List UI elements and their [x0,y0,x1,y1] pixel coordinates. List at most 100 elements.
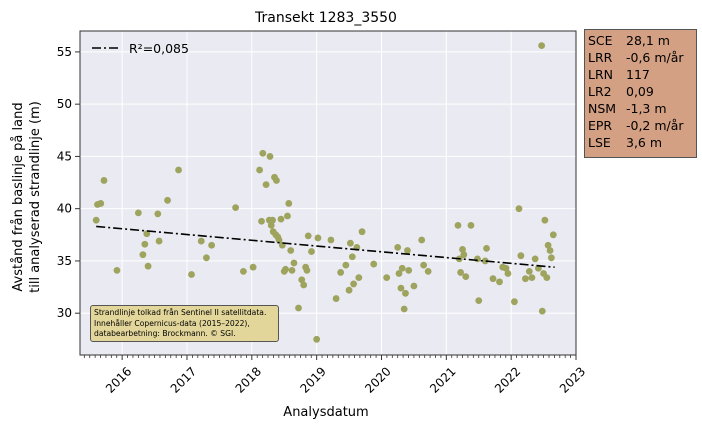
data-point [232,204,240,212]
data-point [522,275,529,283]
x-tick-label: 2016 [103,364,134,395]
data-point [300,281,308,289]
y-tick-label: 30 [57,306,72,320]
data-point [208,241,216,249]
data-point [155,237,163,245]
data-point [358,228,366,236]
data-point [462,273,470,281]
data-point [345,286,353,294]
x-tick-label: 2018 [233,364,264,395]
data-point [541,216,549,224]
legend: R²=0,085 [92,41,189,56]
data-point [342,261,350,269]
data-point [394,243,402,251]
x-tick-label: 2020 [362,364,393,395]
data-point [258,217,265,225]
data-point [410,282,418,290]
data-point [92,216,100,224]
data-point [143,230,151,238]
data-point [141,240,149,248]
credit-line: databearbetning: Brockmann. © SGI. [94,329,236,338]
stat-key: LR2 [588,84,612,99]
data-point [418,236,426,244]
stat-value: 0,09 [626,84,654,99]
data-point [355,274,363,282]
data-point [474,255,481,263]
data-point [397,284,405,292]
data-point [346,239,354,247]
data-point [275,236,283,244]
plot-frame [79,30,577,356]
trend-line-group [96,225,555,269]
data-point [256,166,263,174]
data-point [475,297,483,305]
stat-key: LSE [588,135,611,150]
data-point [290,259,298,267]
y-axis-label-line-2: till analyserad strandlinje (m) [28,101,43,293]
chart-title: Transekt 1283_3550 [254,10,397,26]
data-point [420,261,428,269]
data-point [515,205,523,213]
y-axis-label: Avstånd från baslinje på land till analy… [11,101,43,293]
stat-row-nsm: NSM -1,3 m [588,100,696,117]
stat-row-sce: SCE 28,1 m [588,32,696,49]
data-point [303,266,311,274]
y-tick-label: 35 [57,254,72,268]
x-tick-label: 2019 [297,364,328,395]
data-point [502,264,510,272]
stat-value: 28,1 m [626,33,670,48]
data-point [295,304,302,312]
statistics-box: SCE 28,1 m LRR -0,6 m/år LRN 117 LR2 0,0… [584,29,697,158]
credit-line: Strandlinje tolkad från Sentinel II sate… [94,308,267,317]
stat-key: NSM [588,101,617,116]
data-point [460,251,468,259]
data-point [395,270,403,277]
data-point [249,263,257,271]
x-axis-label: Analysdatum [283,405,368,420]
data-point [546,247,554,254]
data-point [350,280,358,288]
data-point [496,278,503,286]
stat-value: 117 [626,67,650,82]
data-point [454,222,462,229]
data-point [327,236,335,244]
data-credit-box: Strandlinje tolkad från Sentinel II sate… [90,305,279,342]
data-point [511,298,518,306]
data-point [549,231,557,239]
stat-value: -0,2 m/år [626,118,684,133]
stat-row-epr: EPR -0,2 m/år [588,117,696,134]
plot-area [80,31,576,355]
data-point [282,265,289,273]
stat-row-lse: LSE 3,6 m [588,134,696,151]
data-point [547,254,555,262]
data-point [113,266,121,274]
data-point [538,42,546,50]
data-point [404,247,411,254]
data-point [483,244,490,252]
data-point [348,253,356,261]
stat-value: 3,6 m [626,135,663,150]
x-tick-label: 2017 [168,364,199,395]
stat-row-lrr: LRR -0,6 m/år [588,49,696,66]
data-point [517,252,525,260]
data-point [154,210,162,218]
data-point [164,196,171,204]
y-axis-label-line-1: Avstånd från baslinje på land [11,102,26,291]
x-tick-label: 2022 [492,364,523,395]
data-point [97,200,105,207]
data-point [504,270,512,277]
data-point [402,289,409,297]
stat-value: -1,3 m [626,101,667,116]
data-point [489,275,497,283]
data-point [457,269,464,276]
data-point [266,153,274,160]
data-point [528,274,536,282]
stat-key: SCE [588,33,613,48]
y-tick-label: 45 [57,149,72,163]
data-point [481,257,489,265]
data-point [188,271,195,278]
stat-key: EPR [588,118,613,133]
data-point [314,234,322,242]
data-points [92,42,557,343]
